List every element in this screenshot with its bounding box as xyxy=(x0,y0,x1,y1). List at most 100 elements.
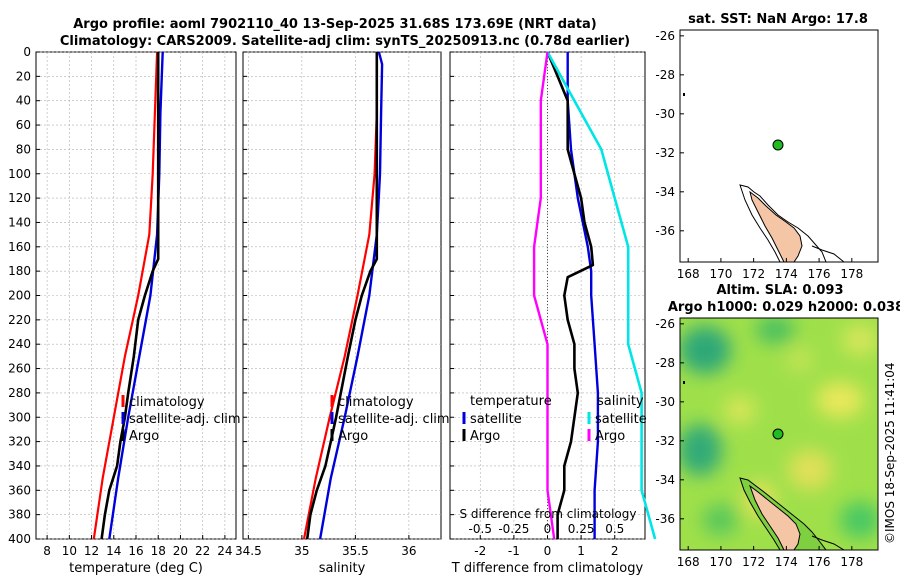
sla-blob xyxy=(816,382,864,418)
sst-coast-outline xyxy=(739,184,827,262)
sla-blob xyxy=(842,324,878,356)
differences-series-t-satellite xyxy=(566,52,600,539)
sla-blob xyxy=(702,504,738,536)
temperature-xtick-label: 24 xyxy=(217,544,232,558)
temperature-xlabel: temperature (deg C) xyxy=(69,561,203,576)
differences-xtick-label: 2 xyxy=(611,544,619,558)
salinity-legend-label: climatology xyxy=(338,395,414,410)
depth-tick-label: 0 xyxy=(23,45,31,59)
sla-blob xyxy=(680,424,722,476)
sla_map-ytick-label: -30 xyxy=(655,395,675,409)
salinity-legend-label: satellite-adj. clim xyxy=(338,412,450,427)
sla_map-ytick-label: -28 xyxy=(655,356,675,370)
temperature-panel: 0 20 40 60 80 100 120 140 160 180 200 220 240 260 280 3… xyxy=(8,45,241,576)
salinity-xtick-label: 34.5 xyxy=(235,544,262,558)
sla-map: Altim. SLA: 0.093 Argo h1000: 0.029 h200… xyxy=(655,283,900,569)
sla_map-xtick-label: 178 xyxy=(840,555,863,569)
sla_map-ytick-label: -32 xyxy=(655,434,675,448)
sla-map-frame xyxy=(679,317,879,551)
diff-s-tick-label: 0 xyxy=(544,522,552,536)
depth-tick-label: 240 xyxy=(8,337,31,351)
sla-map-title-line2: Argo h1000: 0.029 h2000: 0.038 xyxy=(668,300,900,315)
temperature-legend-label: climatology xyxy=(129,395,205,410)
depth-tick-label: 140 xyxy=(8,215,31,229)
temperature-series-climatology xyxy=(92,51,159,540)
depth-tick-label: 100 xyxy=(8,167,31,181)
diff-legend-title-salinity: salinity xyxy=(597,394,644,409)
sst_map-ytick-label: -32 xyxy=(655,146,675,160)
temperature-xtick-label: 20 xyxy=(173,544,188,558)
depth-tick-label: 60 xyxy=(16,118,31,132)
diff-legend-label-s: Argo xyxy=(595,429,625,444)
sst-map-title: sat. SST: NaN Argo: 17.8 xyxy=(688,12,868,27)
salinity-series-argo xyxy=(305,52,379,540)
temperature-xtick-label: 16 xyxy=(128,544,143,558)
depth-tick-label: 280 xyxy=(8,386,31,400)
diff-s-scale-label: S difference from climatology xyxy=(460,507,637,521)
depth-tick-label: 200 xyxy=(8,289,31,303)
sst-float-marker xyxy=(772,139,784,151)
differences-xtick-label: -2 xyxy=(474,544,486,558)
sla-blob xyxy=(788,348,812,372)
differences-series-s-satellite xyxy=(546,51,657,540)
sst_map-xtick-label: 176 xyxy=(808,267,831,281)
diff-legend-label-t: satellite xyxy=(470,412,522,427)
depth-tick-label: 260 xyxy=(8,362,31,376)
sla_map-xtick-label: 174 xyxy=(775,555,798,569)
sla_map-xtick-label: 172 xyxy=(742,555,765,569)
diff-s-tick-label: 0.5 xyxy=(605,522,624,536)
depth-tick-label: 160 xyxy=(8,240,31,254)
temperature-series-argo xyxy=(100,52,160,540)
salinity-xtick-label: 35 xyxy=(294,544,309,558)
depth-tick-label: 400 xyxy=(8,532,31,546)
sst-map-marker-west xyxy=(683,93,685,96)
sst_map-ytick-label: -28 xyxy=(655,68,675,82)
salinity-panel: 34.5 35 35.5 36 salinity climatology satellite… xyxy=(235,51,450,576)
figure-title-line2: Climatology: CARS2009. Satellite-adj cli… xyxy=(60,34,630,49)
sst_map-ytick-label: -30 xyxy=(655,107,675,121)
salinity-xtick-label: 35.5 xyxy=(342,544,369,558)
depth-tick-label: 360 xyxy=(8,483,31,497)
sst-map: sat. SST: NaN Argo: 17.8 168 170 172 174 176… xyxy=(655,12,879,281)
differences-xtick-label: 0 xyxy=(544,544,552,558)
diff-legend-title-temperature: temperature xyxy=(470,394,552,409)
temperature-xtick-label: 14 xyxy=(106,544,121,558)
sla-blob xyxy=(840,502,878,538)
temperature-legend-label: Argo xyxy=(129,429,159,444)
sst_map-xtick-label: 174 xyxy=(775,267,798,281)
depth-tick-label: 40 xyxy=(16,94,31,108)
temperature-xtick-label: 18 xyxy=(151,544,166,558)
salinity-xlabel: salinity xyxy=(319,561,366,576)
temperature-legend-label: satellite-adj. clim xyxy=(129,412,241,427)
depth-tick-label: 380 xyxy=(8,508,31,522)
depth-tick-label: 180 xyxy=(8,264,31,278)
sst_map-ytick-label: -36 xyxy=(655,224,675,238)
sst_map-xtick-label: 170 xyxy=(709,267,732,281)
diff-legend-label-s: satellite xyxy=(595,412,647,427)
sst_map-xtick-label: 172 xyxy=(742,267,765,281)
sst-land xyxy=(749,190,803,262)
sst_map-ytick-label: -34 xyxy=(655,185,675,199)
sst_map-xtick-label: 178 xyxy=(840,267,863,281)
sst-coast-outline-east xyxy=(811,245,845,262)
depth-tick-label: 20 xyxy=(16,69,31,83)
sla_map-ytick-label: -36 xyxy=(655,512,675,526)
diff-s-tick-label: 0.25 xyxy=(568,522,595,536)
imos-stamp: ©IMOS 18-Sep-2025 11:41:04 xyxy=(883,362,897,544)
temperature-xtick-label: 22 xyxy=(195,544,210,558)
salinity-xtick-label: 36 xyxy=(401,544,416,558)
differences-series-s-argo xyxy=(532,51,556,540)
temperature-xtick-label: 12 xyxy=(84,544,99,558)
sst_map-ytick-label: -26 xyxy=(655,29,675,43)
sla-blob xyxy=(724,396,756,424)
sla-map-title-line1: Altim. SLA: 0.093 xyxy=(717,283,844,298)
depth-tick-label: 220 xyxy=(8,313,31,327)
differences-xtick-label: 1 xyxy=(577,544,585,558)
sla_map-xtick-label: 168 xyxy=(677,555,700,569)
differences-series-t-argo xyxy=(546,51,595,539)
sla_map-xtick-label: 170 xyxy=(709,555,732,569)
sla-blob xyxy=(788,450,832,490)
depth-tick-label: 120 xyxy=(8,191,31,205)
sla-blob xyxy=(755,318,795,344)
